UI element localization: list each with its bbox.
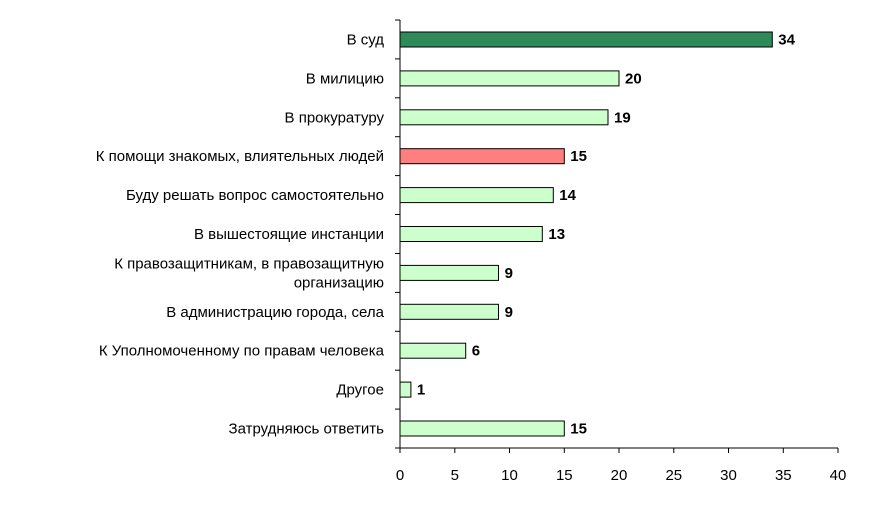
bar bbox=[399, 420, 565, 437]
bar bbox=[399, 226, 543, 242]
data-label: 9 bbox=[505, 265, 513, 282]
data-label: 34 bbox=[778, 32, 795, 49]
x-tick-label: 30 bbox=[720, 467, 737, 484]
data-label: 15 bbox=[570, 421, 587, 438]
category-label: В милицию bbox=[306, 70, 384, 87]
category-label: В вышестоящие инстанции bbox=[194, 226, 384, 243]
data-label: 6 bbox=[472, 343, 480, 360]
x-tick-label: 35 bbox=[775, 467, 792, 484]
data-label: 15 bbox=[570, 148, 587, 165]
category-label: Буду решать вопрос самостоятельно bbox=[126, 187, 384, 204]
category-label: К помощи знакомых, влиятельных людей bbox=[96, 148, 384, 165]
category-label: В прокуратуру bbox=[285, 109, 385, 126]
category-label: К правозащитникам, в правозащитную bbox=[114, 255, 384, 272]
data-label: 1 bbox=[417, 382, 425, 399]
data-label: 14 bbox=[559, 187, 576, 204]
data-label: 20 bbox=[625, 70, 642, 87]
category-label: К Уполномоченному по правам человека bbox=[99, 343, 385, 360]
x-tick-label: 5 bbox=[451, 467, 459, 484]
bar bbox=[399, 342, 467, 359]
x-tick-label: 20 bbox=[611, 467, 628, 484]
bar bbox=[399, 381, 412, 398]
bar bbox=[399, 264, 499, 281]
bar bbox=[399, 109, 609, 126]
x-tick-label: 25 bbox=[665, 467, 682, 484]
bar bbox=[399, 187, 554, 204]
data-label: 13 bbox=[548, 226, 565, 243]
category-label: Другое bbox=[336, 382, 384, 399]
data-label: 19 bbox=[614, 109, 631, 126]
x-tick-label: 10 bbox=[501, 467, 518, 484]
category-label: организацию bbox=[294, 274, 384, 291]
bar bbox=[399, 303, 499, 320]
bar bbox=[399, 70, 620, 87]
x-tick-label: 40 bbox=[830, 467, 847, 484]
data-label: 9 bbox=[505, 304, 513, 321]
x-tick-label: 15 bbox=[556, 467, 573, 484]
category-label: Затрудняюсь ответить bbox=[229, 421, 385, 438]
axes-group: 0 5 10 15 20 25 30 35 40 bbox=[395, 19, 847, 484]
bar bbox=[399, 148, 565, 165]
x-tick-label: 0 bbox=[396, 467, 404, 484]
bar bbox=[399, 31, 773, 48]
category-label: В суд bbox=[347, 32, 385, 49]
category-label: В администрацию города, села bbox=[166, 304, 384, 321]
